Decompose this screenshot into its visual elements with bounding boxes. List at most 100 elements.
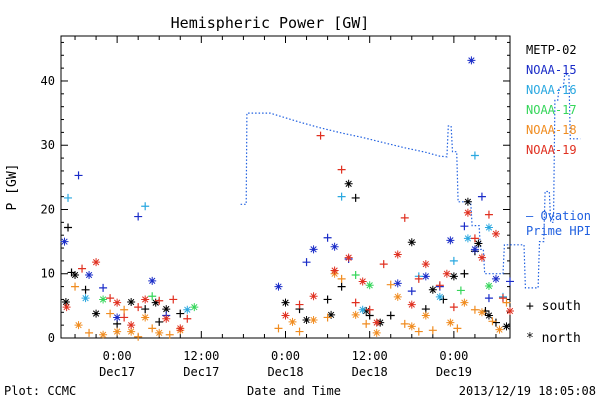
data-point-star: [407, 322, 416, 331]
data-point-star: [183, 305, 192, 314]
data-point-star: [151, 298, 160, 307]
data-point-star: [61, 298, 70, 307]
data-point-plus: [274, 324, 283, 333]
legend-entry: METP-02: [526, 43, 577, 57]
ovation-label-line2: Prime HPI: [526, 224, 591, 238]
y-tick-label: 40: [41, 74, 55, 88]
data-point-plus: [498, 294, 507, 303]
data-point-plus: [337, 274, 346, 283]
data-point-star: [393, 279, 402, 288]
data-point-star: [113, 313, 122, 322]
y-tick-label: 20: [41, 202, 55, 216]
data-point-plus: [85, 328, 94, 337]
series-metp-02: [61, 179, 511, 331]
footer-left: Plot: CCMC: [4, 384, 76, 398]
data-point-star: [62, 303, 71, 312]
data-point-plus: [148, 292, 157, 301]
data-point-star: [162, 314, 171, 323]
data-point-star: [502, 322, 511, 331]
data-point-plus: [491, 318, 500, 327]
data-point-plus: [295, 300, 304, 309]
data-point-star: [302, 316, 311, 325]
data-point-star: [141, 295, 150, 304]
data-point-star: [74, 321, 83, 330]
data-point-star: [446, 318, 455, 327]
data-point-plus: [386, 311, 395, 320]
data-point-plus: [351, 271, 360, 280]
data-point-star: [463, 197, 472, 206]
y-tick-label: 10: [41, 267, 55, 281]
data-point-star: [393, 250, 402, 259]
series-noaa-19: [62, 131, 514, 333]
data-point-star: [85, 271, 94, 280]
data-point-plus: [362, 319, 371, 328]
x-tick-label: 12:00: [183, 349, 219, 363]
series-noaa-15: [60, 56, 514, 322]
data-point-plus: [386, 280, 395, 289]
x-tick-sublabel: Dec18: [352, 365, 388, 379]
data-point-plus: [337, 282, 346, 291]
data-point-plus: [453, 324, 462, 333]
data-point-star: [162, 305, 171, 314]
data-point-plus: [316, 131, 325, 140]
marker-legend: + south * north: [526, 299, 581, 346]
legend-entry: NOAA-18: [526, 123, 577, 137]
footer-right: 2013/12/19 18:05:08: [459, 384, 596, 398]
data-point-plus: [488, 317, 497, 326]
data-point-plus: [169, 295, 178, 304]
data-point-star: [484, 223, 493, 232]
data-point-star: [372, 318, 381, 327]
data-point-star: [141, 313, 150, 322]
data-point-star: [309, 316, 318, 325]
data-point-star: [495, 325, 504, 334]
plot-frame: [60, 35, 511, 339]
data-point-star: [327, 310, 336, 319]
data-point-star: [344, 179, 353, 188]
data-point-star: [421, 311, 430, 320]
data-point-plus: [141, 305, 150, 314]
data-point-star: [506, 307, 514, 316]
data-point-plus: [449, 303, 458, 312]
data-point-plus: [141, 202, 150, 211]
ovation-label-line1: – Ovation: [526, 209, 591, 223]
marker-legend-entry: + south: [526, 299, 581, 314]
data-point-plus: [295, 327, 304, 336]
data-point-plus: [71, 282, 80, 291]
data-point-star: [309, 245, 318, 254]
data-point-plus: [155, 317, 164, 326]
data-point-plus: [470, 151, 479, 160]
data-point-star: [372, 328, 381, 337]
data-point-plus: [81, 285, 90, 294]
x-axis-label: Date and Time: [247, 384, 341, 398]
data-point-plus: [407, 287, 416, 296]
data-point-plus: [435, 281, 444, 290]
data-point-star: [449, 272, 458, 281]
data-point-star: [99, 330, 108, 339]
y-tick-label: 0: [48, 331, 55, 345]
data-point-plus: [414, 327, 423, 336]
x-tick-label: 0:00: [439, 349, 468, 363]
data-point-plus: [379, 260, 388, 269]
data-point-star: [484, 281, 493, 290]
data-point-plus: [323, 233, 332, 242]
data-point-star: [407, 300, 416, 309]
data-point-star: [463, 208, 472, 217]
x-tick-sublabel: Dec17: [99, 365, 135, 379]
data-point-plus: [506, 277, 514, 286]
data-point-plus: [74, 171, 83, 180]
data-point-star: [446, 236, 455, 245]
data-point-star: [113, 327, 122, 336]
data-point-star: [71, 271, 80, 280]
data-point-plus: [456, 286, 465, 295]
data-point-star: [274, 282, 283, 291]
data-point-star: [309, 292, 318, 301]
legend-entry: NOAA-16: [526, 83, 577, 97]
data-point-plus: [484, 210, 493, 219]
data-point-star: [81, 294, 90, 303]
data-point-plus: [134, 212, 143, 221]
data-point-star: [92, 309, 101, 318]
data-point-star: [362, 307, 371, 316]
data-point-star: [344, 253, 353, 262]
axis-ticks: 0 10 20 30 40 0:00 Dec17 12:00 Dec17 0:00 Dec18 12:…: [41, 36, 510, 379]
